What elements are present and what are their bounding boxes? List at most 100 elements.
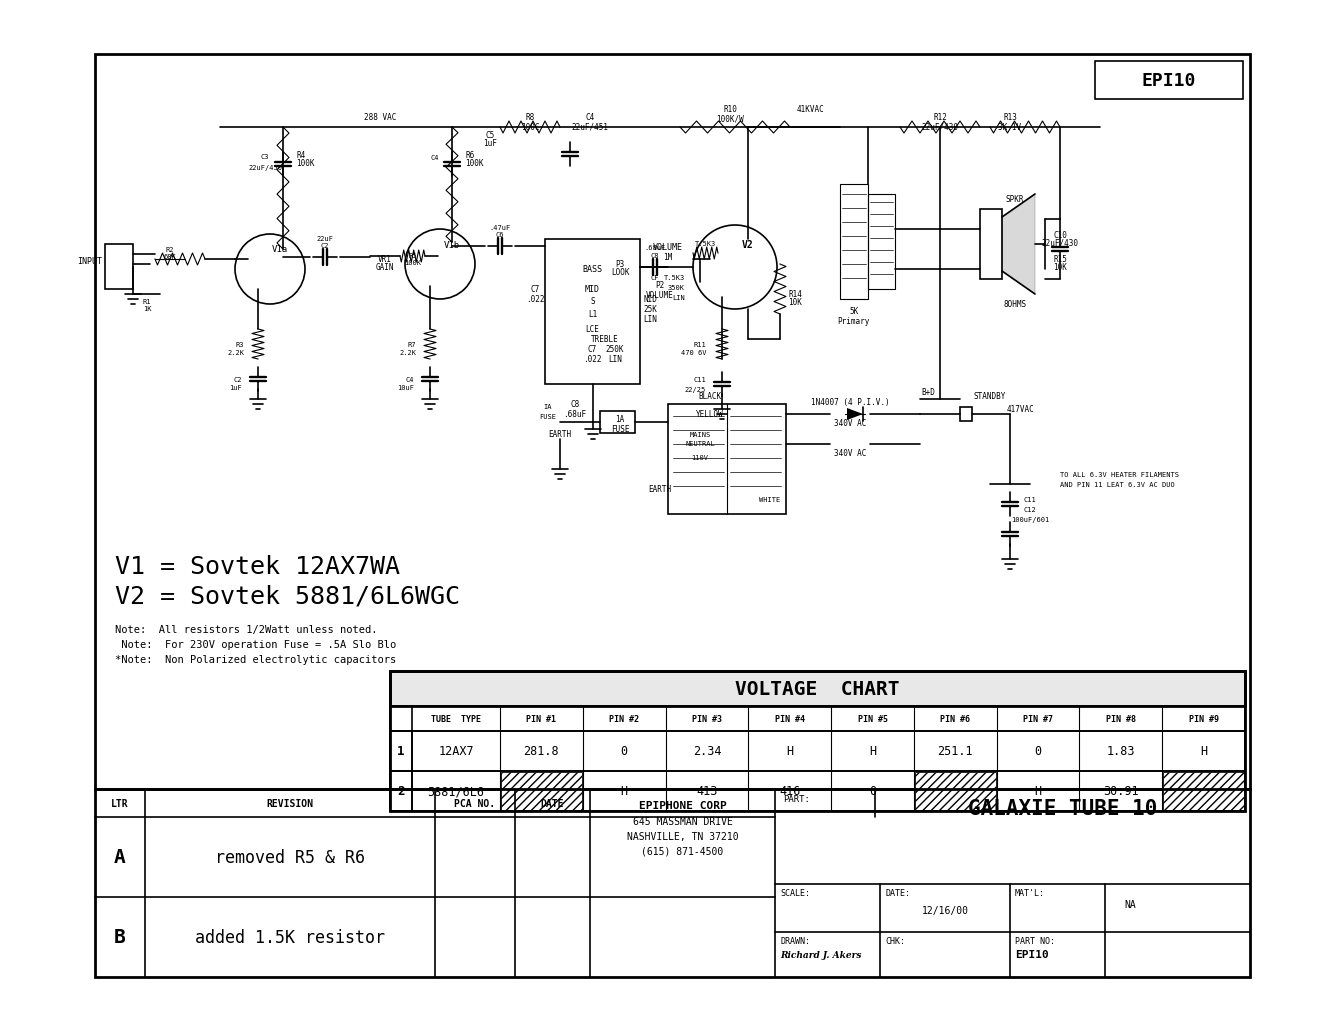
- Text: 22uF/430: 22uF/430: [1041, 238, 1078, 248]
- Text: 0: 0: [620, 745, 628, 758]
- Text: NEUTRAL: NEUTRAL: [685, 440, 715, 446]
- Text: PART NO:: PART NO:: [1015, 936, 1055, 945]
- Text: GAIN: GAIN: [376, 263, 395, 272]
- Text: 413: 413: [696, 785, 718, 798]
- Text: 2.34: 2.34: [693, 745, 721, 758]
- Text: R12: R12: [933, 113, 946, 122]
- Text: 340V AC: 340V AC: [834, 419, 866, 428]
- Text: V2: V2: [742, 239, 754, 250]
- Text: .47uF: .47uF: [490, 225, 511, 230]
- Text: PIN #7: PIN #7: [1023, 714, 1053, 723]
- Text: 100K: 100K: [296, 158, 314, 167]
- Text: 100K: 100K: [465, 158, 483, 167]
- Text: A: A: [114, 848, 125, 866]
- Text: 100K: 100K: [404, 260, 421, 266]
- Bar: [95, 55, 1250, 790]
- Text: Note:  For 230V operation Fuse = .5A Slo Blo: Note: For 230V operation Fuse = .5A Slo …: [115, 639, 396, 649]
- Text: 41KVAC: 41KVAC: [796, 105, 824, 114]
- Text: R7: R7: [408, 341, 416, 347]
- Text: 22uF/451: 22uF/451: [572, 122, 609, 131]
- Text: C12: C12: [1023, 506, 1036, 513]
- Text: 110V: 110V: [692, 454, 709, 461]
- Text: C2: C2: [234, 377, 242, 382]
- Text: 68K: 68K: [164, 254, 177, 260]
- Text: .022: .022: [525, 296, 544, 305]
- Polygon shape: [915, 772, 995, 810]
- Polygon shape: [502, 772, 582, 810]
- Text: 1uF: 1uF: [483, 139, 496, 148]
- Text: 416: 416: [779, 785, 800, 798]
- Text: 10uF: 10uF: [397, 384, 414, 390]
- Text: C7: C7: [587, 345, 597, 355]
- Text: V1 = Sovtek 12AX7WA: V1 = Sovtek 12AX7WA: [115, 554, 400, 579]
- Text: 2: 2: [397, 785, 405, 798]
- Text: VOLUME: VOLUME: [645, 291, 675, 301]
- Text: R14: R14: [788, 290, 801, 300]
- Text: MID: MID: [585, 285, 601, 294]
- Text: CHK:: CHK:: [884, 936, 906, 945]
- Text: R5: R5: [409, 253, 417, 259]
- Text: EPI10: EPI10: [1015, 950, 1049, 960]
- Text: 417VAC: 417VAC: [1006, 406, 1034, 414]
- Text: REVISION: REVISION: [267, 798, 314, 808]
- Text: C5: C5: [486, 130, 495, 140]
- Text: TREBLE: TREBLE: [591, 335, 619, 344]
- Text: R15: R15: [1053, 255, 1067, 264]
- Bar: [960, 408, 972, 422]
- Text: C8: C8: [570, 400, 579, 409]
- Text: H: H: [787, 745, 793, 758]
- Text: NID: NID: [643, 296, 657, 305]
- Text: (615) 871-4500: (615) 871-4500: [642, 846, 723, 856]
- Text: *Note:  Non Polarized electrolytic capacitors: *Note: Non Polarized electrolytic capaci…: [115, 654, 396, 664]
- Text: C4: C4: [430, 155, 440, 161]
- Text: EPI10: EPI10: [1142, 72, 1196, 90]
- Bar: [1096, 62, 1243, 100]
- Text: 340V AC: 340V AC: [834, 449, 866, 459]
- Text: 22uF: 22uF: [317, 235, 334, 242]
- Text: LTR: LTR: [111, 798, 129, 808]
- Text: Richard J. Akers: Richard J. Akers: [780, 950, 862, 959]
- Polygon shape: [1163, 772, 1243, 810]
- Text: 1uF: 1uF: [230, 384, 242, 390]
- Text: V1b: V1b: [444, 240, 461, 250]
- Text: PIN #6: PIN #6: [940, 714, 970, 723]
- Text: P3: P3: [615, 260, 624, 269]
- Text: 250K: 250K: [606, 345, 624, 355]
- Text: DATE: DATE: [541, 798, 564, 808]
- Text: 0: 0: [869, 785, 876, 798]
- Bar: [389, 732, 1245, 771]
- Text: 8OHMS: 8OHMS: [1003, 301, 1027, 309]
- Text: 1A: 1A: [615, 415, 624, 424]
- Bar: [979, 210, 1002, 280]
- Text: PIN #8: PIN #8: [1106, 714, 1135, 723]
- Text: removed R5 & R6: removed R5 & R6: [215, 848, 366, 866]
- Text: 10K: 10K: [788, 299, 801, 307]
- Text: EPIPHONE CORP: EPIPHONE CORP: [639, 800, 726, 810]
- Bar: [389, 672, 1245, 811]
- Text: PIN #5: PIN #5: [858, 714, 887, 723]
- Bar: [545, 239, 640, 384]
- Text: WHITE: WHITE: [759, 496, 780, 502]
- Text: PIN #3: PIN #3: [692, 714, 722, 723]
- Text: T.5K3: T.5K3: [664, 275, 685, 280]
- Text: MAINS: MAINS: [689, 432, 710, 437]
- Text: 0: 0: [1035, 745, 1041, 758]
- Text: R10: R10: [723, 105, 737, 114]
- Text: 3K 1V: 3K 1V: [998, 122, 1022, 131]
- Text: FUSE: FUSE: [611, 425, 630, 434]
- Bar: [106, 245, 133, 289]
- Text: 25K: 25K: [643, 306, 657, 314]
- Text: NA: NA: [1125, 900, 1137, 909]
- Text: L1: L1: [587, 310, 597, 319]
- Text: MAT'L:: MAT'L:: [1015, 888, 1045, 897]
- Text: added 1.5K resistor: added 1.5K resistor: [195, 928, 385, 946]
- Text: V1a: V1a: [272, 246, 288, 255]
- Text: BLACK: BLACK: [698, 392, 722, 401]
- Text: C11: C11: [1023, 496, 1036, 502]
- Text: PART:: PART:: [783, 795, 810, 804]
- Text: LCE: LCE: [586, 325, 599, 334]
- Bar: [389, 672, 1245, 706]
- Text: H: H: [620, 785, 628, 798]
- Text: 12/16/00: 12/16/00: [921, 905, 969, 915]
- Text: FUSE: FUSE: [540, 414, 557, 420]
